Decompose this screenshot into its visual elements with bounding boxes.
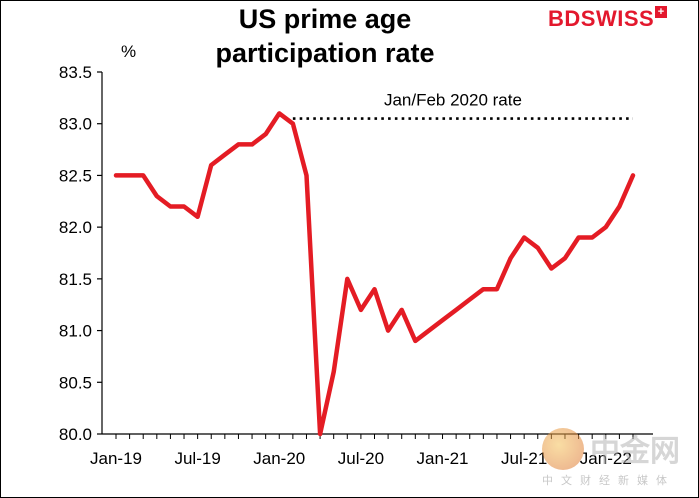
y-tick-label: 80.5 [59,373,92,392]
y-axis-unit-label: % [121,42,136,61]
y-tick-label: 83.0 [59,115,92,134]
watermark-main-text: 中金网 [590,434,680,469]
bdswiss-logo: BDSWISS + [548,6,668,32]
y-tick-label: 83.5 [59,63,92,82]
watermark-sub-text: 中文财经新媒体 [542,474,675,487]
y-tick-label: 81.5 [59,270,92,289]
chart-title-line-1: US prime age [238,4,412,34]
chart-title-line-2: participation rate [215,38,435,68]
x-tick-label: Jan-21 [417,449,469,468]
bdswiss-logo-text: BDSWISS [548,6,655,31]
y-tick-label: 82.0 [59,218,92,237]
x-tick-label: Jul-20 [338,449,384,468]
x-tick-label: Jan-22 [580,449,632,468]
cngold-watermark: 中金网 中文财经新媒体 [540,420,698,496]
y-tick-label: 81.0 [59,322,92,341]
series-line [113,111,636,437]
x-tick-label: Jan-20 [253,449,305,468]
x-tick-label: Jan-19 [90,449,142,468]
bdswiss-logo-mark: + [655,6,668,18]
y-tick-label: 82.5 [59,166,92,185]
y-tick-label: 80.0 [59,425,92,444]
cngold-logo-icon [542,428,584,470]
reference-line-label: Jan/Feb 2020 rate [384,91,522,110]
chart-title: US prime age participation rate [175,2,475,70]
x-tick-label: Jul-21 [501,449,547,468]
x-tick-label: Jul-19 [174,449,220,468]
